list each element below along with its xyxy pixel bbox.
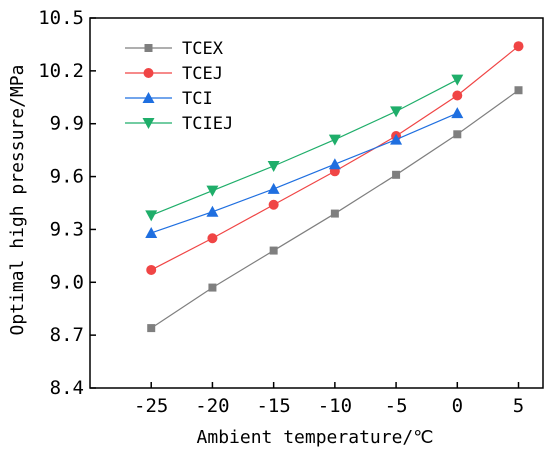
x-tick-label: -15 (256, 395, 290, 417)
legend-item-tciej: TCIEJ (125, 114, 233, 134)
legend-label-tci: TCI (182, 89, 213, 109)
data-point-tcex (147, 324, 156, 333)
legend-marker-tcex (144, 44, 153, 52)
x-tick-label: -20 (195, 395, 229, 417)
data-point-tci (451, 107, 464, 119)
data-point-tciej (451, 74, 464, 86)
data-point-tciej (390, 106, 403, 118)
plot-frame (89, 17, 544, 389)
data-point-tcex (514, 86, 523, 95)
data-point-tciej (328, 134, 341, 146)
x-tick-label: -25 (134, 395, 168, 417)
x-axis-title: Ambient temperature/℃ (197, 427, 434, 448)
data-point-tcej (513, 41, 524, 52)
y-tick-label: 9.0 (50, 271, 84, 293)
legend-marker-tci (142, 92, 155, 103)
data-point-tciej (206, 185, 219, 197)
data-point-tci (267, 182, 280, 194)
y-tick-label: 9.3 (50, 218, 84, 240)
x-tick-label: 5 (513, 395, 524, 417)
series-layer (145, 41, 524, 333)
legend-label-tcej: TCEJ (182, 64, 223, 84)
data-point-tciej (145, 210, 158, 222)
legend-item-tcej: TCEJ (125, 64, 223, 84)
y-axis-ticks: 8.4 8.7 9.0 9.3 9.6 9.9 10.2 10.5 (38, 7, 96, 399)
data-point-tcex (330, 209, 339, 218)
legend: TCEX TCEJ TCI TCIEJ (125, 39, 233, 134)
series-tcex (147, 86, 523, 333)
data-point-tcej (452, 90, 463, 101)
plot-border (89, 17, 544, 389)
legend-marker-tcej (143, 68, 154, 78)
data-point-tci (206, 205, 219, 217)
y-tick-label: 10.2 (38, 60, 84, 82)
data-point-tcex (453, 130, 462, 139)
series-line-tci (151, 112, 458, 234)
data-point-tci (328, 158, 341, 170)
series-tci (145, 107, 464, 238)
legend-item-tcex: TCEX (125, 39, 224, 59)
data-point-tciej (267, 161, 280, 172)
y-tick-label: 8.4 (50, 377, 84, 399)
y-tick-label: 9.6 (50, 166, 84, 188)
x-tick-label: -5 (385, 395, 408, 417)
legend-label-tciej: TCIEJ (182, 114, 233, 134)
y-axis-title: Optimal high pressure/MPa (7, 65, 28, 336)
data-point-tcex (392, 170, 401, 179)
legend-item-tci: TCI (125, 89, 213, 109)
legend-marker-tciej (142, 118, 155, 129)
y-tick-label: 8.7 (50, 324, 84, 346)
legend-label-tcex: TCEX (182, 39, 224, 59)
series-line-tciej (150, 79, 458, 216)
y-tick-label: 9.9 (50, 113, 84, 135)
x-tick-label: 0 (452, 395, 463, 417)
data-point-tcej (146, 264, 157, 275)
data-point-tcex (208, 283, 217, 292)
data-point-tcex (269, 246, 278, 255)
x-axis-ticks: -25 -20 -15 -10 -5 0 5 (134, 382, 524, 417)
data-point-tci (390, 133, 403, 145)
data-point-tcej (207, 233, 218, 244)
y-tick-label: 10.5 (38, 7, 84, 29)
data-point-tcej (268, 199, 279, 210)
x-tick-label: -10 (318, 395, 352, 417)
data-point-tci (145, 226, 158, 238)
series-tciej (145, 74, 464, 222)
